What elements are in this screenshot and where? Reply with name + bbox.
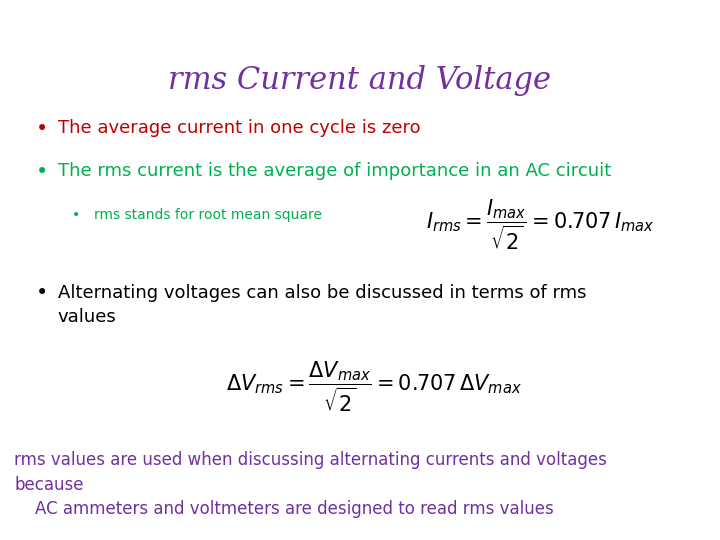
Text: $\Delta V_{rms} = \dfrac{\Delta V_{max}}{\sqrt{2}} = 0.707\, \Delta V_{max}$: $\Delta V_{rms} = \dfrac{\Delta V_{max}}… (226, 359, 523, 414)
Text: Alternating voltages can also be discussed in terms of rms
values: Alternating voltages can also be discuss… (58, 284, 586, 327)
Text: rms values are used when discussing alternating currents and voltages
because: rms values are used when discussing alte… (14, 451, 607, 494)
Text: •: • (36, 162, 48, 182)
Text: rms stands for root mean square: rms stands for root mean square (94, 208, 322, 222)
Text: rms Current and Voltage: rms Current and Voltage (168, 65, 552, 96)
Text: The rms current is the average of importance in an AC circuit: The rms current is the average of import… (58, 162, 611, 180)
Text: •: • (36, 119, 48, 139)
Text: •: • (36, 284, 48, 303)
Text: The average current in one cycle is zero: The average current in one cycle is zero (58, 119, 420, 137)
Text: $I_{rms} = \dfrac{I_{max}}{\sqrt{2}} = 0.707\, I_{max}$: $I_{rms} = \dfrac{I_{max}}{\sqrt{2}} = 0… (426, 197, 654, 252)
Text: AC ammeters and voltmeters are designed to read rms values: AC ammeters and voltmeters are designed … (14, 500, 554, 517)
Text: •: • (72, 208, 80, 222)
